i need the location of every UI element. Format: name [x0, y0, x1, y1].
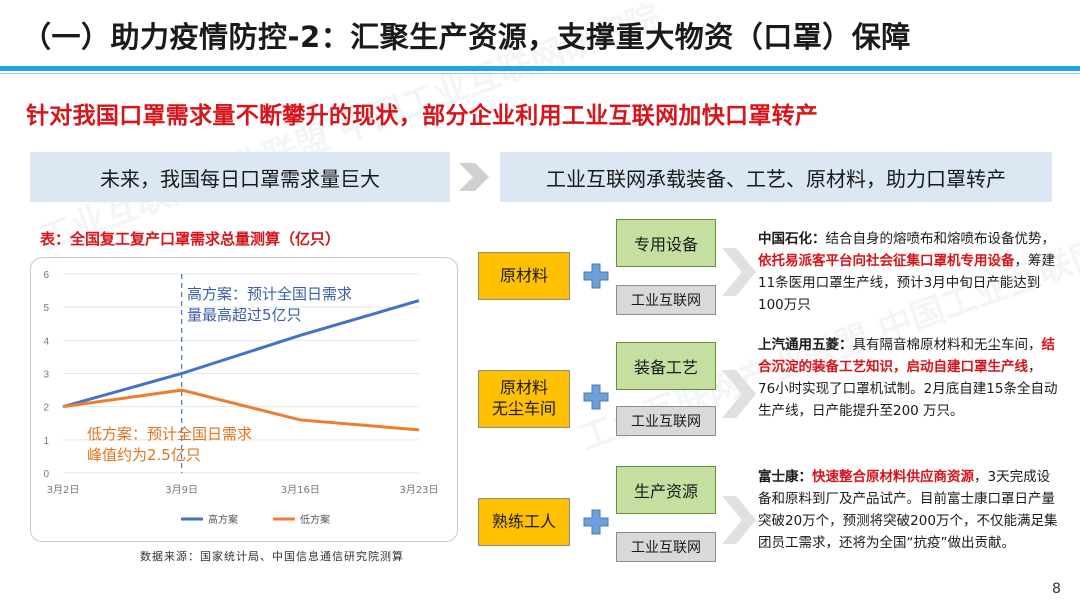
material-label: 无尘车间	[491, 399, 556, 418]
title-divider	[0, 66, 1080, 71]
chevron-right-icon	[722, 248, 756, 296]
annotation-low: 低方案：预计全国日需求	[87, 425, 252, 443]
equipment-box: 装备工艺	[616, 342, 716, 390]
material-box: 熟练工人	[478, 498, 570, 546]
case-highlight: 依托易派客平台向社会征集口罩机专用设备	[758, 253, 1015, 269]
equipment-box: 生产资源	[616, 466, 716, 514]
case-text: ，76小时实现了口罩机试制。2月底自建15条全自动生产线，日产能提升至200 万…	[758, 359, 1058, 419]
x-tick-label: 3月23日	[399, 484, 438, 496]
series-line	[62, 388, 420, 432]
case-text: ，3天完成设备和原料到厂及产品试产。目前富士康口罩日产量突破20万个，预测将突破…	[758, 469, 1058, 551]
annotation-high: 高方案：预计全国日需求	[187, 285, 352, 303]
page-title: （一）助力疫情防控-2：汇聚生产资源，支撑重大物资（口罩）保障	[22, 20, 911, 54]
line-chart: 0 1 2 3 4 5 6 3月2日 3月9日 3月16日 3月23日 高方案：预计全国日需求 量最高超…	[30, 257, 458, 542]
iiot-box: 工业互联网	[616, 532, 716, 562]
legend-label: 高方案	[208, 513, 238, 526]
plus-icon	[583, 384, 609, 410]
x-tick-label: 3月2日	[47, 484, 80, 496]
legend-label: 低方案	[300, 513, 330, 526]
title-divider-thin	[0, 73, 1080, 74]
case-description: 富士康：快速整合原材料供应商资源，3天完成设备和原料到厂及产品试产。目前富士康口…	[758, 466, 1058, 554]
y-tick-label: 6	[43, 270, 49, 281]
case-highlight: 快速整合原材料供应商资源	[812, 469, 974, 485]
data-source: 数据来源：国家统计局、中国信息通信研究院测算	[140, 550, 404, 563]
material-label: 原材料	[499, 378, 548, 398]
iiot-box: 工业互联网	[616, 406, 716, 436]
plus-icon	[583, 263, 609, 289]
x-tick-label: 3月9日	[165, 484, 198, 496]
chart-svg: 0 1 2 3 4 5 6 3月2日 3月9日 3月16日 3月23日 高方案：预计全国日需求量最高超…	[43, 270, 438, 526]
case-description: 上汽通用五菱：具有隔音棉原材料和无尘车间，结合沉淀的装备工艺知识，启动自建口罩生…	[758, 334, 1058, 422]
material-box: 原材料 无尘车间	[478, 370, 570, 428]
y-tick-label: 5	[43, 303, 49, 314]
company-name: 中国石化：	[758, 231, 826, 247]
case-description: 中国石化：结合自身的熔喷布和熔喷布设备优势， 依托易派客平台向社会征集口罩机专用设…	[758, 228, 1058, 316]
y-tick-label: 2	[43, 403, 49, 414]
company-name: 上汽通用五菱：	[758, 337, 853, 353]
case-text: 具有隔音棉原材料和无尘车间，	[852, 337, 1042, 353]
banner-right: 工业互联网承载装备、工艺、原材料，助力口罩转产	[500, 152, 1052, 202]
headline: 针对我国口罩需求量不断攀升的现状，部分企业利用工业互联网加快口罩转产	[26, 103, 819, 129]
case-text: 结合自身的熔喷布和熔喷布设备优势，	[825, 231, 1056, 247]
annotation-high: 量最高超过5亿只	[187, 306, 302, 324]
y-tick-label: 1	[43, 436, 49, 447]
chart-title: 表：全国复工复产口罩需求总量测算（亿只）	[40, 230, 341, 248]
banner-left: 未来，我国每日口罩需求量巨大	[30, 152, 450, 202]
page-number: 8	[1052, 581, 1061, 597]
series-line	[62, 299, 420, 409]
chevron-right-icon	[722, 370, 756, 418]
chevron-right-icon	[459, 163, 489, 191]
y-tick-label: 0	[43, 469, 49, 480]
x-tick-label: 3月16日	[281, 484, 320, 496]
plus-icon	[583, 509, 609, 535]
y-tick-label: 3	[43, 370, 49, 381]
company-name: 富士康：	[758, 469, 812, 485]
annotation-low: 峰值约为2.5亿只	[87, 446, 201, 464]
case-text: ，筹建11条医用口罩生产线，预计3月中旬日产能达到100万只	[758, 253, 1055, 313]
material-box: 原材料	[478, 252, 570, 300]
chevron-right-icon	[722, 496, 756, 544]
equipment-box: 专用设备	[616, 219, 716, 267]
iiot-box: 工业互联网	[616, 285, 716, 315]
y-tick-label: 4	[43, 336, 49, 347]
case-highlight: 结合沉淀的装备工艺知识，启动自建口罩生产线	[758, 337, 1055, 375]
